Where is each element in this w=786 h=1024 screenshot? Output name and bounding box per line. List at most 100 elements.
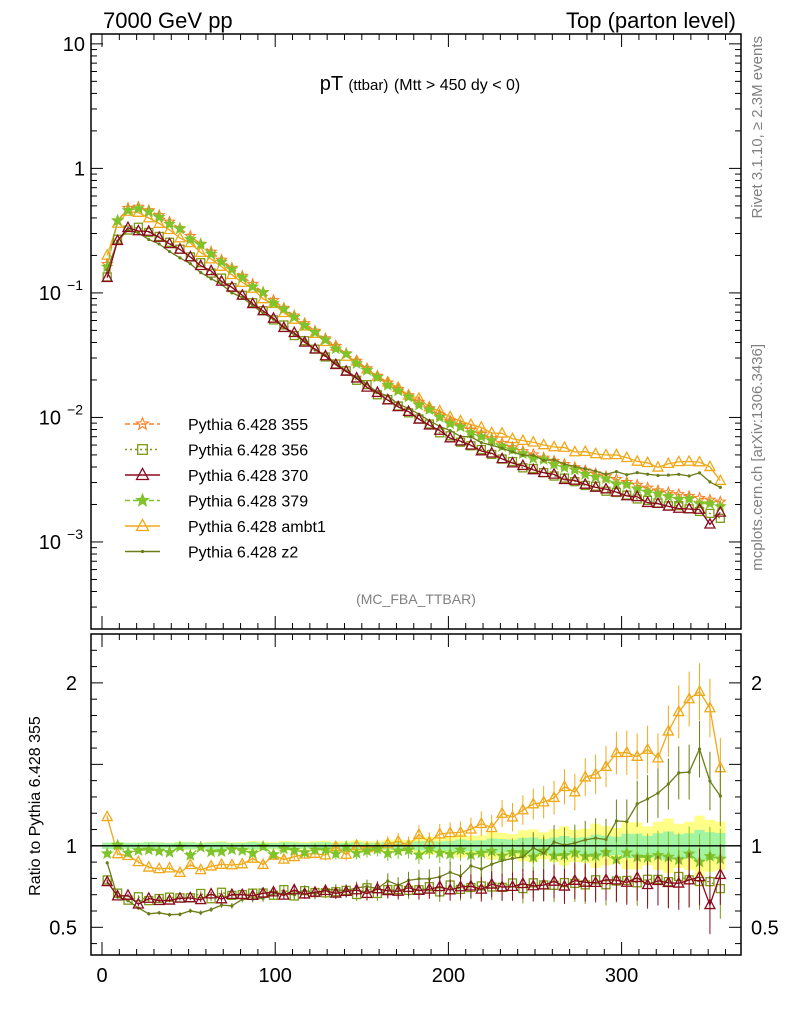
marker-triangle — [288, 849, 301, 862]
marker-triangle — [537, 438, 550, 450]
marker-triangle — [703, 459, 717, 472]
marker-triangle — [558, 879, 571, 891]
marker-dot — [178, 912, 182, 916]
marker-triangle — [703, 701, 717, 713]
marker-dot — [469, 435, 473, 439]
marker-dot — [708, 480, 712, 484]
marker-triangle — [142, 224, 155, 236]
marker-triangle — [205, 264, 218, 276]
marker-triangle — [662, 875, 675, 888]
marker-triangle — [672, 455, 685, 467]
marker-star — [360, 363, 374, 376]
marker-dot — [521, 855, 525, 859]
y-tick-label-exp: −3 — [67, 526, 83, 542]
marker-star — [350, 356, 364, 370]
marker-triangle — [558, 779, 571, 792]
marker-triangle — [589, 447, 602, 459]
marker-dot — [718, 794, 722, 798]
marker-triangle — [308, 342, 322, 354]
marker-star — [111, 838, 125, 851]
marker-triangle — [205, 859, 218, 871]
marker-star — [183, 848, 197, 861]
marker-triangle — [215, 274, 228, 286]
marker-triangle — [215, 857, 228, 869]
marker-dot — [365, 884, 369, 889]
marker-triangle — [620, 450, 633, 463]
marker-triangle — [194, 245, 207, 258]
ratio-line-ambt1 — [106, 690, 721, 874]
marker-triangle — [184, 857, 197, 870]
x-tick-label: 300 — [605, 965, 638, 987]
marker-star — [474, 846, 488, 859]
legend-label-p379: Pythia 6.428 379 — [188, 494, 308, 511]
marker-dot — [157, 242, 161, 246]
marker-triangle — [163, 236, 176, 249]
marker-triangle — [641, 455, 654, 468]
marker-star — [308, 842, 322, 856]
marker-triangle — [173, 865, 187, 878]
marker-triangle — [173, 242, 187, 254]
marker-dot — [199, 911, 203, 915]
marker-triangle — [475, 882, 488, 894]
marker-dot — [687, 474, 691, 478]
marker-triangle — [672, 501, 685, 513]
y-tick-label: 10 — [39, 532, 61, 554]
marker-star — [339, 347, 353, 360]
header-right: Top (parton level) — [566, 8, 736, 33]
marker-triangle — [392, 400, 405, 412]
marker-triangle — [610, 873, 623, 885]
marker-star — [204, 247, 218, 260]
marker-triangle — [267, 885, 280, 897]
marker-triangle — [714, 473, 727, 486]
marker-triangle — [444, 431, 457, 443]
y-tick-label: 1 — [74, 158, 85, 180]
legend: Pythia 6.428 355 Pythia 6.428 356 Pythia 6… — [125, 416, 326, 562]
marker-dot — [552, 458, 556, 462]
marker-dot — [510, 450, 515, 454]
marker-triangle — [267, 311, 280, 323]
marker-star — [620, 477, 634, 491]
marker-dot — [583, 838, 587, 842]
legend-label-p370: Pythia 6.428 370 — [188, 468, 308, 485]
marker-triangle — [153, 216, 166, 228]
marker-star — [267, 847, 280, 861]
marker-triangle — [163, 861, 176, 873]
marker-triangle — [319, 848, 332, 860]
marker-triangle — [308, 885, 322, 897]
marker-triangle — [516, 458, 529, 471]
marker-triangle — [135, 467, 150, 481]
marker-triangle — [246, 888, 259, 901]
y-tick-label: 10 — [39, 283, 61, 305]
marker-triangle — [683, 502, 696, 514]
marker-triangle — [547, 467, 561, 479]
marker-triangle — [568, 873, 581, 885]
marker-star — [194, 237, 208, 250]
marker-dot — [687, 770, 691, 774]
marker-dot — [604, 472, 608, 477]
marker-triangle — [496, 806, 509, 818]
series-line-ambt1 — [106, 210, 721, 482]
marker-triangle — [558, 472, 571, 485]
marker-star — [287, 843, 301, 856]
plot-title-main: pT — [320, 73, 343, 95]
marker-dot — [105, 861, 109, 865]
marker-triangle — [651, 496, 665, 509]
marker-star — [599, 471, 613, 485]
marker-triangle — [662, 499, 675, 511]
marker-triangle — [225, 858, 238, 870]
marker-triangle — [277, 888, 290, 900]
ratio-series-ambt1 — [101, 663, 727, 878]
marker-star — [225, 842, 239, 856]
marker-triangle — [433, 423, 446, 435]
marker-triangle — [381, 393, 394, 405]
marker-dot — [448, 428, 452, 433]
analysis-label: (MC_FBA_TTBAR) — [356, 591, 476, 607]
marker-triangle — [599, 872, 613, 885]
marker-star — [412, 398, 426, 411]
marker-dot — [573, 464, 577, 469]
marker-dot — [604, 837, 608, 842]
marker-triangle — [454, 880, 467, 892]
marker-triangle — [340, 847, 353, 859]
rivet-version: Rivet 3.1.10, ≥ 2.3M events — [749, 36, 766, 219]
marker-triangle — [464, 879, 478, 891]
